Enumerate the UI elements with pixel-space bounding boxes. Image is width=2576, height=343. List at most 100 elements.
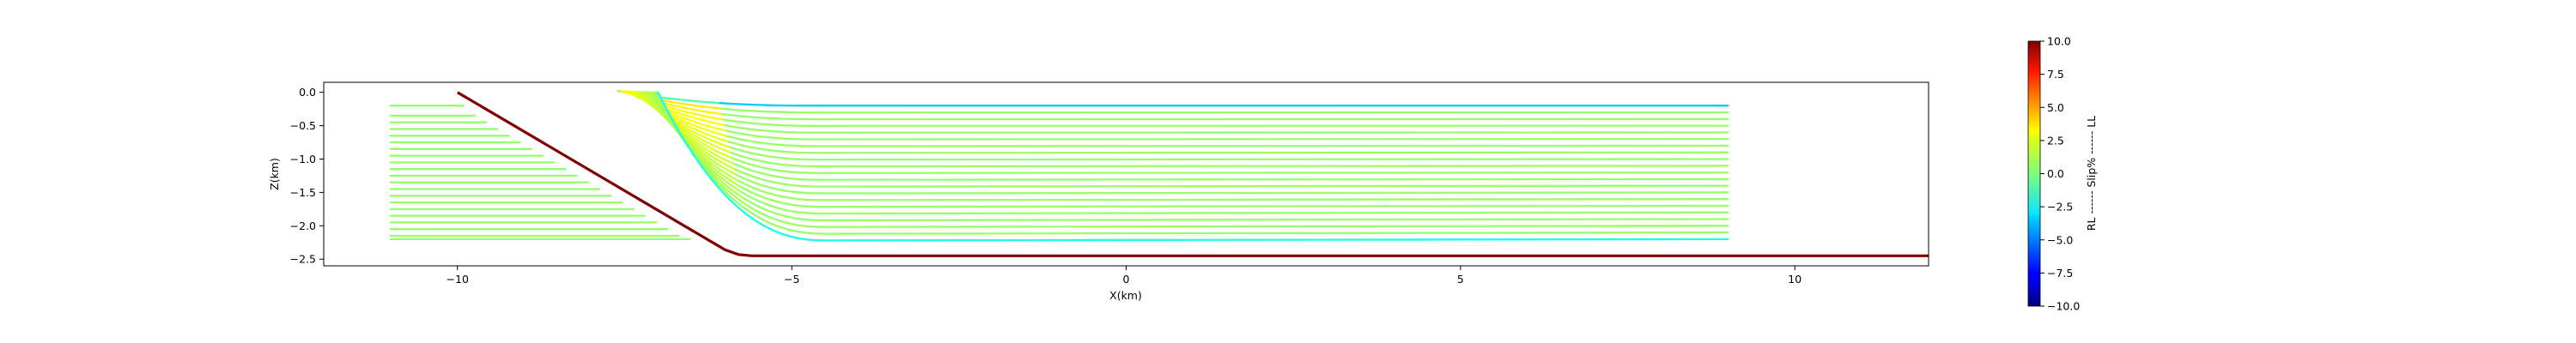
hanging-wall-layer-line xyxy=(677,117,690,124)
hanging-wall-layer-line xyxy=(752,122,765,126)
hanging-wall-layer-line xyxy=(729,146,742,152)
hanging-wall-layer-line xyxy=(775,143,788,147)
hanging-wall-layer-line xyxy=(671,118,683,127)
colorbar-ticks: 10.0 7.5 5.0 2.5 0.0 −2.5 −5.0 −7.5 −10.0 xyxy=(2040,35,2080,313)
hanging-wall-layer-line xyxy=(817,178,1729,181)
y-tick-label: −1.5 xyxy=(290,186,316,199)
hanging-wall-layer-line xyxy=(736,137,749,142)
hanging-wall-layer-line xyxy=(698,149,710,159)
y-tick-label: 0.0 xyxy=(299,86,316,99)
hanging-wall-layer-line xyxy=(761,218,773,226)
hanging-wall-layer-line xyxy=(715,178,727,190)
hanging-wall-layer-line xyxy=(754,129,766,132)
hanging-wall-layer-line xyxy=(769,161,781,165)
hanging-wall-layer-line xyxy=(770,174,783,178)
hanging-wall-layer-line xyxy=(675,124,687,134)
hanging-wall-layer-line xyxy=(700,105,713,109)
hanging-wall-layer-line xyxy=(694,152,706,164)
hanging-wall-layer-line xyxy=(817,165,1729,168)
hanging-wall-layer-line xyxy=(657,91,668,111)
hanging-wall-layer-line xyxy=(700,153,712,164)
hanging-wall-layer-line xyxy=(738,184,750,192)
y-axis: 0.0 −0.5 −1.0 −1.5 −2.0 −2.5 xyxy=(290,86,324,266)
hanging-wall-layer-line xyxy=(744,213,756,221)
hanging-wall-layer-line xyxy=(642,90,654,105)
hanging-wall-layer-line xyxy=(788,171,801,174)
hanging-wall-layer-line xyxy=(779,170,792,173)
hanging-wall-layer-line xyxy=(786,215,798,220)
hanging-wall-layer-line xyxy=(704,119,717,124)
hanging-wall-layer-line xyxy=(744,172,756,178)
hanging-wall-layer-line xyxy=(683,139,695,156)
hanging-wall-layer-line xyxy=(703,143,715,151)
hanging-wall-layer-line xyxy=(783,196,795,200)
hanging-wall-layer-line xyxy=(740,154,752,160)
hanging-wall-layer-line xyxy=(756,194,769,200)
hanging-wall-layer-line xyxy=(823,231,1729,235)
hanging-wall-layer-line xyxy=(730,108,743,111)
hanging-wall-layer-line xyxy=(751,208,762,215)
hanging-wall-layer-line xyxy=(823,238,1729,242)
hanging-wall-layer-line xyxy=(744,207,755,216)
hanging-wall-layer-line xyxy=(703,161,715,172)
hanging-wall-layer-line xyxy=(734,168,746,175)
hanging-wall-layer-line xyxy=(773,123,786,127)
hanging-wall-layer-line xyxy=(774,130,787,134)
hanging-wall-layer-line xyxy=(766,197,778,203)
hanging-wall-layer-line xyxy=(786,151,799,154)
hanging-wall-layer-line xyxy=(722,153,734,159)
hanging-wall-layer-line xyxy=(726,169,738,177)
hanging-wall-layer-line xyxy=(785,208,797,214)
hanging-wall-layer-line xyxy=(686,135,698,144)
y-tick-label: −1.0 xyxy=(290,153,316,165)
hanging-wall-layer-line xyxy=(733,195,744,204)
hanging-wall-layer-line xyxy=(688,138,700,148)
hanging-wall-layer-line xyxy=(677,127,689,137)
hanging-wall-layer-line xyxy=(784,137,797,141)
hanging-wall-layer-line xyxy=(721,112,734,117)
hanging-wall-layer-line xyxy=(672,107,685,113)
hanging-wall-layer-line xyxy=(742,202,754,210)
hanging-wall-layer-line xyxy=(696,121,708,127)
x-tick-label: 0 xyxy=(1123,273,1130,286)
hanging-wall-layer-line xyxy=(777,213,788,218)
hanging-wall-layer-line xyxy=(705,165,716,178)
hanging-wall-layer-line xyxy=(719,168,731,177)
hanging-wall-layer-line xyxy=(777,156,790,160)
hanging-wall-layer-line xyxy=(718,137,731,143)
hanging-wall-layer-line xyxy=(720,142,732,149)
x-tick-label: −5 xyxy=(784,273,799,286)
hanging-wall-layer-line xyxy=(701,110,714,114)
hanging-wall-layer-line xyxy=(699,130,711,137)
y-tick-label: −2.0 xyxy=(290,220,316,232)
hanging-wall-layer-line xyxy=(719,102,732,105)
hanging-wall-layer-line xyxy=(738,143,750,148)
layer-lines xyxy=(389,89,1729,242)
hanging-wall-layer-line xyxy=(735,131,748,136)
hanging-wall-layer-line xyxy=(714,122,726,127)
hanging-wall-layer-line xyxy=(692,148,704,160)
hanging-wall-layer-line xyxy=(721,178,733,187)
hanging-wall-layer-line xyxy=(732,190,744,199)
hanging-wall-layer-line xyxy=(821,204,1729,208)
x-axis: −10 −5 0 5 10 xyxy=(447,266,1801,286)
hanging-wall-layer-line xyxy=(795,217,806,221)
hanging-wall-layer-line xyxy=(769,216,781,222)
hanging-wall-layer-line xyxy=(764,191,776,196)
y-axis-label: Z(km) xyxy=(268,158,281,190)
hanging-wall-layer-line xyxy=(714,153,726,161)
hanging-wall-layer-line xyxy=(671,104,683,109)
hanging-wall-layer-line xyxy=(779,226,791,232)
hanging-wall-layer-line xyxy=(690,145,702,156)
hanging-wall-layer-line xyxy=(726,135,739,140)
hanging-wall-layer-line xyxy=(790,184,803,188)
hanging-wall-layer-line xyxy=(654,91,666,111)
hanging-wall-layer-line xyxy=(775,200,787,205)
fault-line xyxy=(456,91,1929,257)
hanging-wall-layer-line xyxy=(798,237,809,241)
hanging-wall-layer-line xyxy=(747,190,759,196)
hanging-wall-layer-line xyxy=(772,181,784,185)
hanging-wall-layer-line xyxy=(750,164,763,169)
hanging-wall-layer-line xyxy=(806,238,817,242)
hanging-wall-layer-line xyxy=(787,222,799,226)
